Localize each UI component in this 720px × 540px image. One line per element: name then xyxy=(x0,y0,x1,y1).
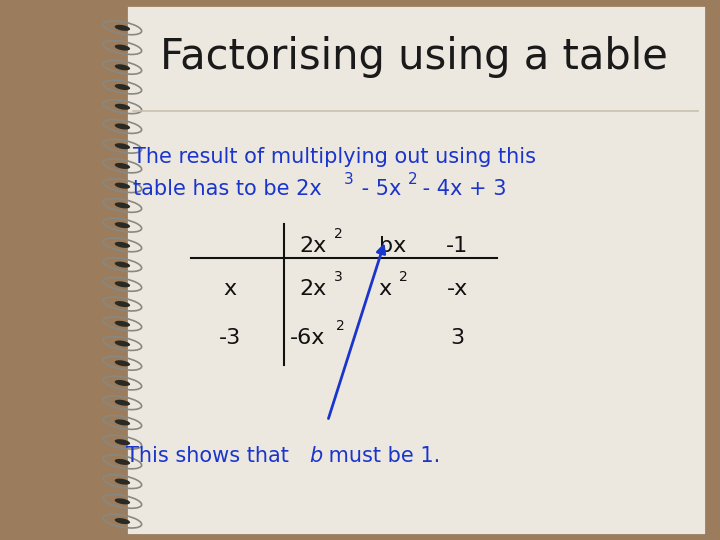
Text: x: x xyxy=(379,279,392,299)
Text: - 4x + 3: - 4x + 3 xyxy=(416,179,507,199)
Text: 3: 3 xyxy=(334,270,343,284)
Text: -x: -x xyxy=(446,279,468,299)
Ellipse shape xyxy=(114,281,130,287)
Ellipse shape xyxy=(114,124,130,130)
Ellipse shape xyxy=(114,143,130,149)
Text: 3: 3 xyxy=(344,172,354,187)
Ellipse shape xyxy=(114,420,130,426)
Text: x: x xyxy=(224,279,237,299)
Text: 2: 2 xyxy=(336,319,345,333)
Ellipse shape xyxy=(114,242,130,248)
Text: This shows that: This shows that xyxy=(126,446,295,467)
Ellipse shape xyxy=(114,25,130,31)
Text: must be 1.: must be 1. xyxy=(322,446,440,467)
Ellipse shape xyxy=(114,459,130,465)
Ellipse shape xyxy=(114,261,130,268)
Text: 2: 2 xyxy=(399,270,408,284)
Ellipse shape xyxy=(114,439,130,445)
Ellipse shape xyxy=(114,163,130,169)
Ellipse shape xyxy=(114,478,130,485)
FancyBboxPatch shape xyxy=(126,5,706,535)
Text: - 5x: - 5x xyxy=(355,179,401,199)
Text: -3: -3 xyxy=(220,327,241,348)
Ellipse shape xyxy=(114,84,130,90)
Text: 2: 2 xyxy=(408,172,417,187)
Ellipse shape xyxy=(114,380,130,386)
Ellipse shape xyxy=(114,341,130,347)
Ellipse shape xyxy=(114,321,130,327)
Ellipse shape xyxy=(114,498,130,504)
Ellipse shape xyxy=(114,222,130,228)
Ellipse shape xyxy=(114,360,130,366)
Ellipse shape xyxy=(114,64,130,70)
Text: 2x: 2x xyxy=(300,279,327,299)
Ellipse shape xyxy=(114,183,130,188)
Text: 2x: 2x xyxy=(300,235,327,256)
Text: The result of multiplying out using this: The result of multiplying out using this xyxy=(133,146,536,167)
Text: -1: -1 xyxy=(446,235,468,256)
Text: 2: 2 xyxy=(334,227,343,241)
Text: 3: 3 xyxy=(450,327,464,348)
Text: Factorising using a table: Factorising using a table xyxy=(160,36,668,78)
Text: bx: bx xyxy=(379,235,406,256)
Ellipse shape xyxy=(114,301,130,307)
Ellipse shape xyxy=(114,104,130,110)
Ellipse shape xyxy=(114,202,130,208)
Ellipse shape xyxy=(114,400,130,406)
Ellipse shape xyxy=(114,44,130,51)
Ellipse shape xyxy=(114,518,130,524)
Text: b: b xyxy=(310,446,323,467)
Text: -6x: -6x xyxy=(289,327,325,348)
Text: table has to be 2x: table has to be 2x xyxy=(133,179,322,199)
